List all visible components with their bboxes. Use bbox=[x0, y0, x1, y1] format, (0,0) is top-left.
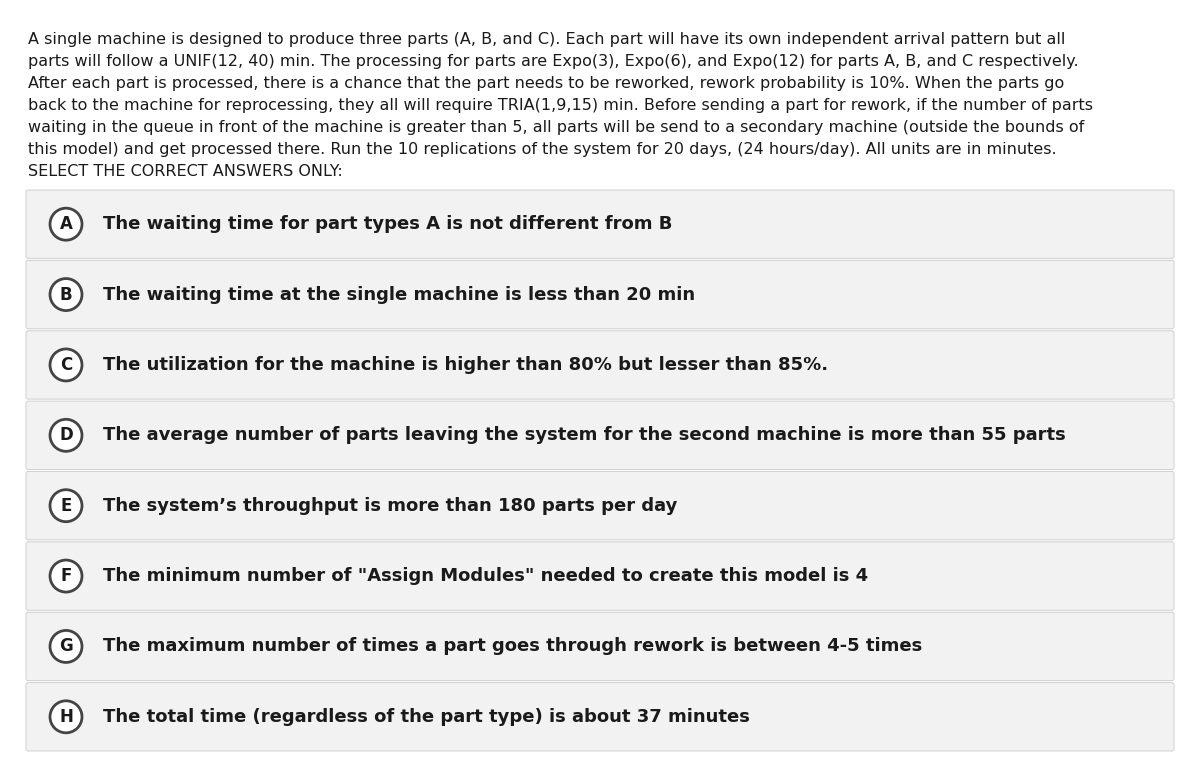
Circle shape bbox=[50, 701, 82, 732]
FancyBboxPatch shape bbox=[26, 260, 1174, 329]
Circle shape bbox=[50, 279, 82, 310]
Text: A: A bbox=[60, 216, 72, 233]
FancyBboxPatch shape bbox=[26, 613, 1174, 681]
Text: The waiting time at the single machine is less than 20 min: The waiting time at the single machine i… bbox=[103, 285, 695, 304]
Circle shape bbox=[50, 490, 82, 521]
Text: this model) and get processed there. Run the 10 replications of the system for 2: this model) and get processed there. Run… bbox=[28, 142, 1057, 157]
FancyBboxPatch shape bbox=[26, 190, 1174, 258]
Text: SELECT THE CORRECT ANSWERS ONLY:: SELECT THE CORRECT ANSWERS ONLY: bbox=[28, 164, 343, 179]
Circle shape bbox=[50, 349, 82, 381]
FancyBboxPatch shape bbox=[26, 401, 1174, 470]
Text: H: H bbox=[59, 708, 73, 726]
Text: A single machine is designed to produce three parts (A, B, and C). Each part wil: A single machine is designed to produce … bbox=[28, 32, 1066, 47]
Text: The total time (regardless of the part type) is about 37 minutes: The total time (regardless of the part t… bbox=[103, 708, 750, 726]
Text: G: G bbox=[59, 638, 73, 656]
Text: After each part is processed, there is a chance that the part needs to be rework: After each part is processed, there is a… bbox=[28, 76, 1064, 91]
Circle shape bbox=[50, 208, 82, 240]
Text: parts will follow a UNIF(12, 40) min. The processing for parts are Expo(3), Expo: parts will follow a UNIF(12, 40) min. Th… bbox=[28, 54, 1079, 69]
FancyBboxPatch shape bbox=[26, 331, 1174, 399]
Circle shape bbox=[50, 419, 82, 452]
Text: E: E bbox=[60, 496, 72, 515]
Text: The system’s throughput is more than 180 parts per day: The system’s throughput is more than 180… bbox=[103, 496, 677, 515]
Text: B: B bbox=[60, 285, 72, 304]
FancyBboxPatch shape bbox=[26, 471, 1174, 540]
Text: waiting in the queue in front of the machine is greater than 5, all parts will b: waiting in the queue in front of the mac… bbox=[28, 120, 1085, 135]
Text: The waiting time for part types A is not different from B: The waiting time for part types A is not… bbox=[103, 216, 672, 233]
Text: F: F bbox=[60, 567, 72, 585]
Text: The utilization for the machine is higher than 80% but lesser than 85%.: The utilization for the machine is highe… bbox=[103, 356, 828, 374]
Circle shape bbox=[50, 560, 82, 592]
Text: The minimum number of "Assign Modules" needed to create this model is 4: The minimum number of "Assign Modules" n… bbox=[103, 567, 868, 585]
Text: The average number of parts leaving the system for the second machine is more th: The average number of parts leaving the … bbox=[103, 427, 1066, 444]
Text: back to the machine for reprocessing, they all will require TRIA(1,9,15) min. Be: back to the machine for reprocessing, th… bbox=[28, 98, 1093, 113]
Circle shape bbox=[50, 631, 82, 663]
FancyBboxPatch shape bbox=[26, 682, 1174, 751]
Text: D: D bbox=[59, 427, 73, 444]
FancyBboxPatch shape bbox=[26, 542, 1174, 610]
Text: C: C bbox=[60, 356, 72, 374]
Text: The maximum number of times a part goes through rework is between 4-5 times: The maximum number of times a part goes … bbox=[103, 638, 923, 656]
